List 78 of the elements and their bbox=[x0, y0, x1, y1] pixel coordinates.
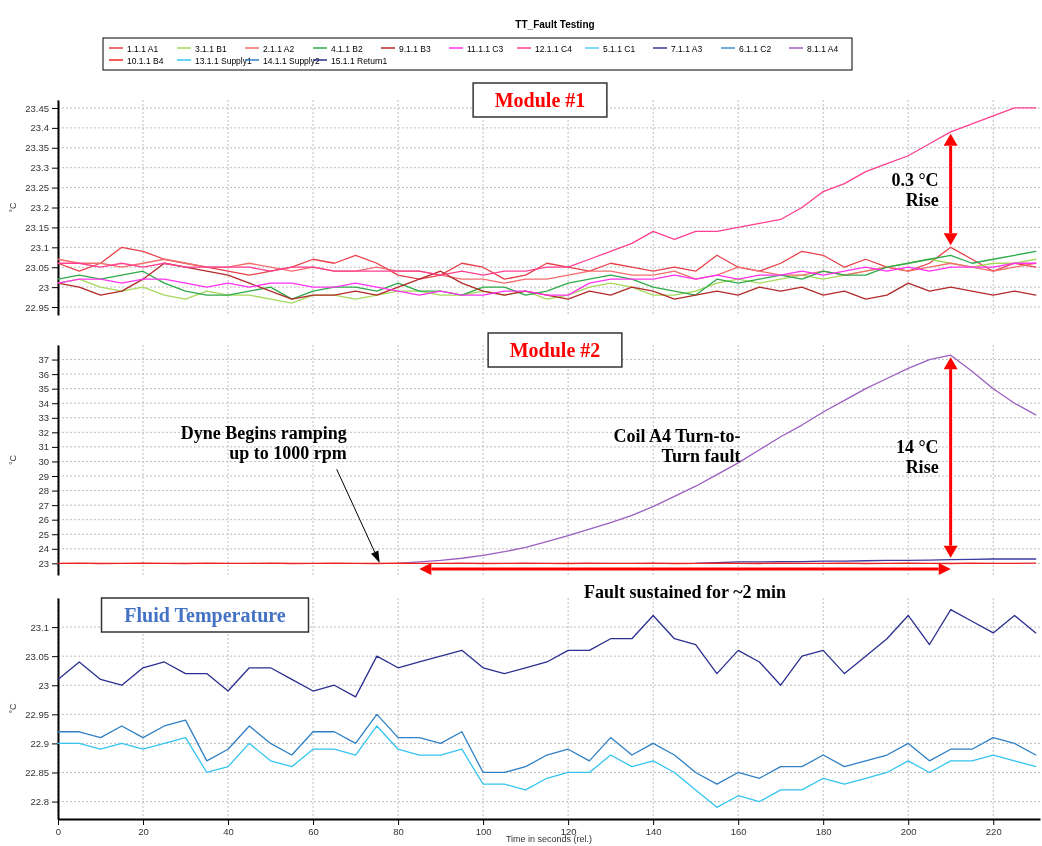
legend-label: 14.1.1 Supply2 bbox=[263, 55, 320, 66]
x-tick-label: 120 bbox=[560, 825, 577, 837]
y-tick-label: 32 bbox=[38, 426, 49, 438]
annotation: Coil A4 Turn-to-Turn fault bbox=[613, 425, 741, 466]
y-tick-label: 35 bbox=[38, 383, 49, 395]
x-tick-label: 80 bbox=[393, 825, 404, 837]
x-tick-label: 20 bbox=[138, 825, 149, 837]
y-axis-title: °C bbox=[8, 201, 18, 213]
y-tick-label: 23.05 bbox=[25, 650, 49, 662]
legend-label: 13.1.1 Supply1 bbox=[195, 55, 252, 66]
legend-label: 9.1.1 B3 bbox=[399, 43, 431, 54]
legend-label: 5.1.1 C1 bbox=[603, 43, 636, 54]
y-tick-label: 27 bbox=[38, 499, 49, 511]
legend-label: 15.1.1 Return1 bbox=[331, 55, 388, 66]
legend-label: 10.1.1 B4 bbox=[127, 55, 164, 66]
y-tick-label: 33 bbox=[38, 412, 49, 424]
y-tick-label: 25 bbox=[38, 528, 49, 540]
legend-label: 12.1.1 C4 bbox=[535, 43, 573, 54]
y-tick-label: 31 bbox=[38, 441, 49, 453]
line-series bbox=[57, 713, 1037, 785]
y-tick-label: 37 bbox=[38, 354, 49, 366]
y-tick-label: 22.85 bbox=[25, 767, 49, 779]
y-tick-label: 22.8 bbox=[30, 796, 49, 808]
y-tick-label: 23.15 bbox=[25, 221, 49, 233]
y-tick-label: 26 bbox=[38, 514, 49, 526]
y-tick-label: 22.95 bbox=[25, 708, 49, 720]
y-tick-label: 23.35 bbox=[25, 142, 49, 154]
line-series bbox=[57, 608, 1037, 698]
y-tick-label: 23.25 bbox=[25, 182, 49, 194]
y-tick-label: 23.1 bbox=[30, 621, 49, 633]
x-tick-label: 40 bbox=[223, 825, 234, 837]
y-tick-label: 23.2 bbox=[30, 202, 49, 214]
y-tick-label: 22.95 bbox=[25, 301, 49, 313]
y-tick-label: 30 bbox=[38, 456, 49, 467]
legend-label: 2.1.1 A2 bbox=[263, 43, 295, 54]
x-tick-label: 100 bbox=[475, 825, 492, 837]
legend-label: 1.1.1 A1 bbox=[127, 43, 159, 54]
y-tick-label: 36 bbox=[38, 368, 49, 380]
annotation: Fault sustained for ~2 min bbox=[584, 582, 787, 602]
y-axis-title: °C bbox=[8, 454, 18, 466]
y-tick-label: 23.4 bbox=[30, 122, 49, 134]
chart-title: Module #2 bbox=[509, 339, 601, 361]
legend-label: 6.1.1 C2 bbox=[739, 43, 772, 54]
annotation: 0.3 °C Rise bbox=[891, 169, 939, 210]
y-tick-label: 29 bbox=[38, 470, 49, 482]
x-tick-label: 0 bbox=[55, 825, 62, 837]
line-series bbox=[57, 725, 1037, 809]
chart-title: TT_Fault Testing bbox=[515, 19, 595, 30]
y-tick-label: 34 bbox=[38, 397, 49, 409]
legend-label: 4.1.1 B2 bbox=[331, 43, 363, 54]
x-tick-label: 200 bbox=[900, 825, 917, 837]
legend-label: 11.1.1 C3 bbox=[467, 43, 504, 54]
y-tick-label: 23.3 bbox=[30, 162, 49, 174]
legend-label: 3.1.1 B1 bbox=[195, 43, 227, 54]
y-tick-label: 23 bbox=[38, 281, 49, 293]
legend-label: 8.1.1 A4 bbox=[807, 43, 839, 54]
line-series bbox=[57, 250, 1037, 300]
chart-title: Fluid Temperature bbox=[124, 604, 286, 627]
x-tick-label: 60 bbox=[308, 825, 319, 837]
legend-label: 7.1.1 A3 bbox=[671, 43, 703, 54]
y-tick-label: 24 bbox=[38, 543, 49, 555]
chart-subtitle: Module #1 bbox=[494, 89, 586, 111]
annotation: 14 °C Rise bbox=[895, 437, 939, 478]
x-tick-label: 180 bbox=[815, 825, 832, 837]
x-axis-title: Time in seconds (rel.) bbox=[505, 834, 593, 844]
annotation: Dyne Begins ramping up to 1000 rpm bbox=[180, 423, 347, 464]
y-tick-label: 22.9 bbox=[30, 737, 49, 749]
y-tick-label: 23 bbox=[38, 557, 49, 569]
x-tick-label: 160 bbox=[730, 825, 747, 837]
y-tick-label: 23.1 bbox=[30, 241, 49, 253]
x-tick-label: 220 bbox=[985, 825, 1002, 837]
y-axis-title: °C bbox=[8, 702, 18, 714]
y-tick-label: 23.45 bbox=[25, 102, 49, 114]
x-tick-label: 140 bbox=[645, 825, 662, 837]
line-series bbox=[57, 107, 1037, 276]
y-tick-label: 23.05 bbox=[25, 261, 49, 273]
y-tick-label: 23 bbox=[38, 679, 49, 691]
y-tick-label: 28 bbox=[38, 485, 49, 497]
